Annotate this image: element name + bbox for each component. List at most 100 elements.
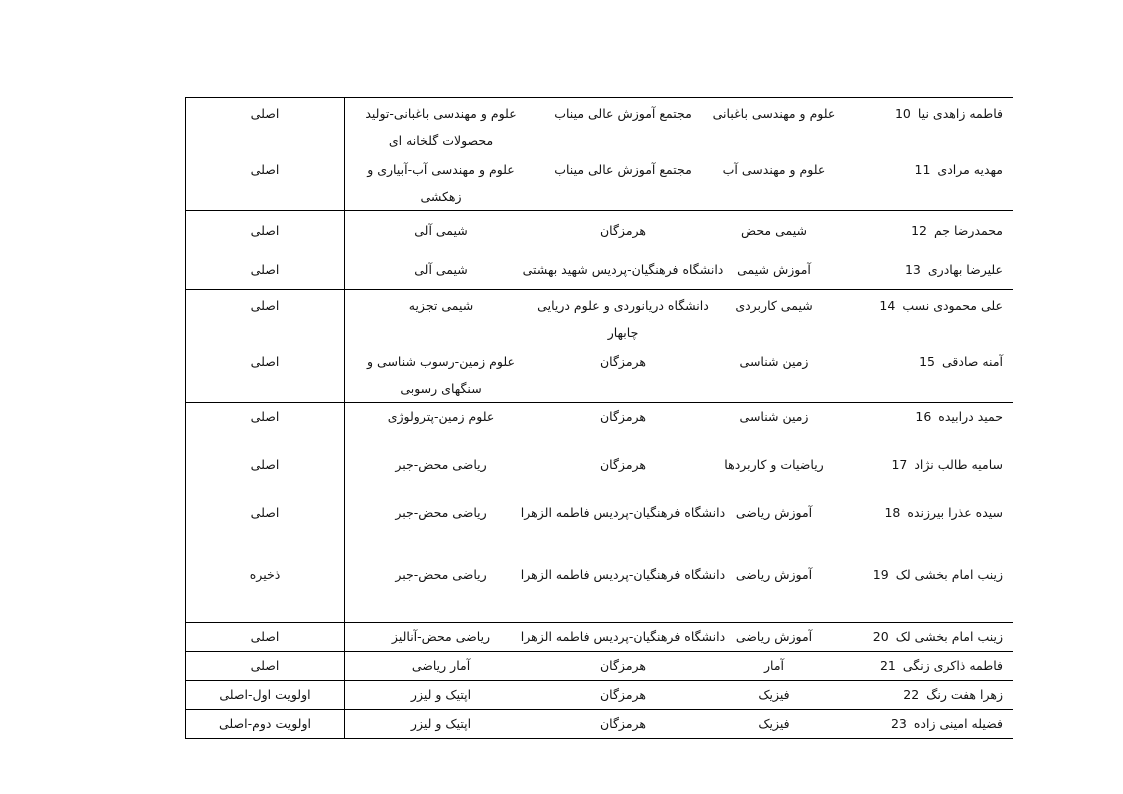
table-row: اصلی ریاضی محض-آنالیز دانشگاه فرهنگیان-پرد… (185, 623, 1013, 651)
cell-specialty: اپتیک و لیزر (410, 687, 472, 702)
cell-field: آموزش شیمی (737, 261, 811, 277)
row-number: 23 (890, 716, 907, 731)
row-number: 18 (884, 505, 901, 520)
cell-name: 22 زهرا هفت رنگ (839, 681, 1013, 709)
cell-status: اصلی (185, 652, 345, 680)
row-number: 14 (879, 298, 896, 313)
cell-university: مجتمع آموزش عالی میناب (554, 162, 692, 177)
row-group: اولویت دوم-اصلی اپتیک و لیزر هرمزگان فیزیک 2… (185, 709, 1013, 738)
candidate-name: علی محمودی نسب (902, 298, 1003, 313)
cell-university: هرمزگان (599, 354, 647, 369)
cell-university: هرمزگان (599, 658, 647, 673)
candidate-name: حمید درابیده (938, 409, 1003, 424)
cell-name: 17 سامیه طالب نژاد (839, 451, 1013, 499)
row-number: 21 (879, 658, 896, 673)
table-row: اولویت اول-اصلی اپتیک و لیزر هرمزگان فیزیک 2… (185, 681, 1013, 709)
table-row: اصلی شیمی تجزیه دانشگاه دریانوردی و علوم د… (185, 290, 1013, 346)
candidate-name: مهدیه مرادی (937, 162, 1003, 177)
cell-status: اصلی (185, 211, 345, 250)
cell-specialty: اپتیک و لیزر (410, 716, 472, 731)
row-number: 12 (911, 222, 927, 238)
cell-status: اصلی (185, 499, 345, 561)
table-row: اصلی ریاضی محض-جبر هرمزگان ریاضیات و کاربرد… (185, 451, 1013, 499)
cell-specialty: ریاضی محض-جبر (395, 505, 487, 520)
cell-status: اصلی (185, 403, 345, 451)
cell-name: 16 حمید درابیده (839, 403, 1013, 451)
cell-specialty: علوم و مهندسی باغبانی-تولید محصولات گلخا… (365, 106, 517, 148)
cell-field: علوم و مهندسی باغبانی (712, 106, 836, 121)
row-group: اصلی علوم و مهندسی باغبانی-تولید محصولات … (185, 97, 1013, 210)
row-group: اصلی علوم زمین-پترولوژی هرمزگان زمین شناسی 1… (185, 402, 1013, 622)
candidates-table: اصلی علوم و مهندسی باغبانی-تولید محصولات … (185, 97, 1013, 739)
cell-specialty: علوم و مهندسی آب-آبیاری و زهکشی (367, 162, 515, 204)
cell-university: هرمزگان (599, 687, 647, 702)
cell-field: زمین شناسی (739, 409, 809, 424)
row-number: 15 (919, 354, 935, 369)
cell-status: ذخیره (185, 561, 345, 622)
cell-name: 10 فاطمه زاهدی نیا (839, 98, 1013, 154)
cell-specialty: شیمی تجزیه (408, 298, 474, 313)
row-group: اولویت اول-اصلی اپتیک و لیزر هرمزگان فیزیک 2… (185, 680, 1013, 709)
table-row: اصلی علوم زمین-رسوب شناسی و سنگهای رسوبی ه… (185, 346, 1013, 402)
row-number: 20 (872, 629, 889, 644)
candidate-name: محمدرضا جم (933, 222, 1003, 238)
cell-university: هرمزگان (599, 716, 647, 731)
cell-field: ریاضیات و کاربردها (724, 457, 824, 472)
cell-name: 19 زینب امام بخشی لک (839, 561, 1013, 622)
candidate-name: زینب امام بخشی لک (895, 629, 1003, 644)
table-row: اصلی شیمی آلی هرمزگان شیمی محض 12 محمدرضا جم (185, 211, 1013, 250)
table-row: اولویت دوم-اصلی اپتیک و لیزر هرمزگان فیزیک 2… (185, 710, 1013, 738)
cell-name: 14 علی محمودی نسب (839, 290, 1013, 346)
table-row: اصلی آمار ریاضی هرمزگان آمار 21 فاطمه ذاکری ز… (185, 652, 1013, 680)
cell-status: اصلی (185, 154, 345, 210)
row-number: 10 (894, 106, 911, 121)
cell-name: 21 فاطمه ذاکری زنگی (839, 652, 1013, 680)
table-row: ذخیره ریاضی محض-جبر دانشگاه فرهنگیان-پردیس… (185, 561, 1013, 622)
row-group: اصلی شیمی آلی هرمزگان شیمی محض 12 محمدرضا جم ا… (185, 210, 1013, 289)
cell-university: دانشگاه فرهنگیان-پردیس فاطمه الزهرا (520, 629, 726, 644)
cell-university: دانشگاه فرهنگیان-پردیس فاطمه الزهرا (520, 567, 726, 582)
candidate-name: سیده عذرا بیرزنده (907, 505, 1003, 520)
cell-university: هرمزگان (599, 457, 647, 472)
cell-field: زمین شناسی (739, 354, 809, 369)
table-row: اصلی ریاضی محض-جبر دانشگاه فرهنگیان-پردیس … (185, 499, 1013, 561)
cell-name: 12 محمدرضا جم (839, 211, 1013, 250)
cell-field: فیزیک (758, 716, 790, 731)
table-row: اصلی شیمی آلی دانشگاه فرهنگیان-پردیس شهید … (185, 250, 1013, 289)
cell-university: هرمزگان (599, 222, 647, 238)
row-group: اصلی آمار ریاضی هرمزگان آمار 21 فاطمه ذاکری ز… (185, 651, 1013, 680)
candidate-name: سامیه طالب نژاد (914, 457, 1003, 472)
candidate-name: زهرا هفت رنگ (926, 687, 1003, 702)
cell-university: دانشگاه فرهنگیان-پردیس شهید بهشتی (522, 261, 724, 277)
candidate-name: فاطمه زاهدی نیا (917, 106, 1003, 121)
cell-status: اصلی (185, 98, 345, 154)
cell-specialty: ریاضی محض-آنالیز (391, 629, 491, 644)
candidate-name: علیرضا بهادری (927, 261, 1003, 277)
cell-status: اولویت اول-اصلی (185, 681, 345, 709)
row-number: 16 (915, 409, 932, 424)
table-row: اصلی علوم و مهندسی آب-آبیاری و زهکشی مجتمع… (185, 154, 1013, 210)
cell-name: 11 مهدیه مرادی (839, 154, 1013, 210)
candidate-name: زینب امام بخشی لک (895, 567, 1003, 582)
cell-name: 13 علیرضا بهادری (839, 250, 1013, 289)
candidate-name: فضیله امینی زاده (913, 716, 1003, 731)
cell-specialty: شیمی آلی (414, 261, 468, 277)
table-row: اصلی علوم زمین-پترولوژی هرمزگان زمین شناسی 1… (185, 403, 1013, 451)
cell-field: آموزش ریاضی (735, 629, 813, 644)
cell-status: اصلی (185, 623, 345, 651)
row-number: 13 (904, 261, 921, 277)
table-row: اصلی علوم و مهندسی باغبانی-تولید محصولات … (185, 98, 1013, 154)
cell-field: علوم و مهندسی آب (722, 162, 826, 177)
cell-university: دانشگاه فرهنگیان-پردیس فاطمه الزهرا (520, 505, 726, 520)
cell-status: اصلی (185, 290, 345, 346)
row-number: 19 (872, 567, 889, 582)
cell-status: اصلی (185, 250, 345, 289)
cell-name: 18 سیده عذرا بیرزنده (839, 499, 1013, 561)
cell-specialty: ریاضی محض-جبر (395, 457, 487, 472)
cell-field: شیمی محض (741, 222, 807, 238)
row-number: 22 (903, 687, 920, 702)
cell-status: اصلی (185, 346, 345, 402)
cell-name: 15 آمنه صادقی (839, 346, 1013, 402)
cell-field: آموزش ریاضی (735, 505, 813, 520)
candidate-name: آمنه صادقی (942, 354, 1003, 369)
